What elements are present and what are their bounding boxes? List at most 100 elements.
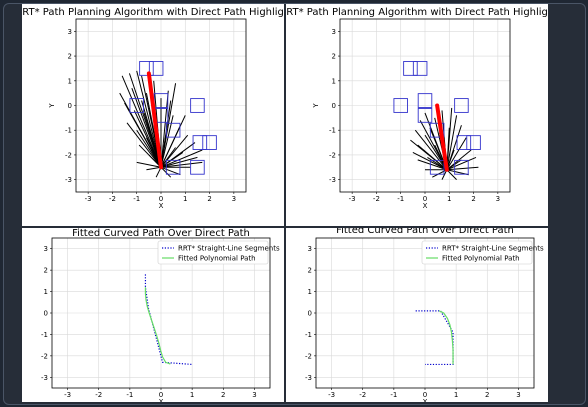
x-tick-label: -2 [109, 195, 116, 203]
x-tick-label: 0 [423, 195, 427, 203]
y-axis-label: Y [312, 103, 320, 109]
obstacle-square [393, 98, 408, 113]
tree-branch [446, 169, 457, 180]
x-tick-label: -1 [126, 391, 133, 399]
y-tick-label: 2 [68, 53, 72, 61]
y-tick-label: -3 [329, 176, 336, 184]
x-tick-label: -3 [64, 391, 71, 399]
chart-title: RRT* Path Planning Algorithm with Direct… [22, 7, 284, 18]
direct-path-line [146, 71, 163, 170]
obstacle-square [139, 61, 154, 76]
x-tick-label: 3 [496, 195, 500, 203]
obstacle-square [417, 93, 433, 108]
obstacle-square [454, 98, 469, 113]
tree-branch [446, 159, 462, 171]
rrt-plot-1: RRT* Path Planning Algorithm with Direct… [22, 7, 284, 210]
y-tick-label: -2 [41, 352, 48, 360]
x-axis-label: X [159, 202, 164, 210]
obstacle-square [466, 135, 481, 150]
x-tick-label: -3 [328, 391, 335, 399]
tree-branch [160, 115, 174, 168]
obstacle-square [190, 159, 205, 175]
tree-branch [131, 88, 162, 168]
tree-branch [160, 149, 203, 168]
y-tick-label: 3 [332, 28, 336, 36]
obstacle-square [165, 122, 181, 138]
obstacle-square [429, 159, 445, 175]
x-tick-label: 3 [252, 391, 256, 399]
x-tick-label: 3 [516, 391, 520, 399]
obstacle-square [417, 108, 433, 123]
series-line-1 [144, 287, 171, 365]
x-tick-label: 2 [221, 391, 225, 399]
x-tick-label: -3 [85, 195, 92, 203]
x-tick-label: 0 [159, 391, 163, 399]
y-axis-label: Y [48, 103, 56, 109]
x-tick-label: -2 [373, 195, 380, 203]
y-tick-label: 1 [44, 288, 48, 296]
x-tick-label: 2 [207, 195, 211, 203]
x-tick-label: -3 [349, 195, 356, 203]
y-tick-label: -1 [329, 127, 336, 135]
obstacle-square [403, 61, 418, 76]
chart-panel-fitted-1: Fitted Curved Path Over Direct Path -3 -2 -… [22, 228, 284, 402]
tree-branch [446, 115, 458, 170]
tree-branch [417, 159, 448, 171]
x-tick-label: 0 [423, 391, 427, 399]
tree-branch [160, 161, 203, 168]
y-tick-label: 0 [332, 102, 336, 110]
tree-branch [160, 152, 184, 168]
tree-branch [424, 134, 448, 171]
obstacle-square [190, 98, 205, 113]
x-tick-label: 2 [485, 391, 489, 399]
obstacle-square [456, 135, 472, 150]
y-tick-label: -2 [305, 352, 312, 360]
legend-box [421, 240, 533, 265]
y-tick-label: 0 [308, 310, 312, 318]
tree-branch [160, 147, 176, 168]
axes-frame [315, 237, 535, 389]
y-tick-label: -1 [305, 331, 312, 339]
y-tick-label: -3 [65, 176, 72, 184]
tree-branch [432, 169, 448, 178]
x-tick-label: 1 [454, 391, 458, 399]
tree-branch [412, 152, 448, 171]
tree-branch [446, 166, 479, 171]
y-tick-label: -1 [41, 331, 48, 339]
legend-label: RRT* Straight-Line Segments [442, 245, 544, 253]
legend-label: Fitted Polynomial Path [178, 255, 256, 263]
series-line-0 [144, 274, 193, 366]
chart-title: Fitted Curved Path Over Direct Path [336, 228, 514, 236]
window-frame: RRT* Path Planning Algorithm with Direct… [3, 3, 586, 405]
tree-branch [160, 156, 198, 168]
axes-frame [51, 237, 271, 389]
y-tick-label: 0 [68, 102, 72, 110]
x-axis-label: X [423, 202, 428, 210]
x-tick-label: -1 [397, 195, 404, 203]
x-axis-label: X [423, 398, 428, 402]
y-tick-label: -1 [65, 127, 72, 135]
chart-title: Fitted Curved Path Over Direct Path [72, 228, 250, 239]
chart-title: RRT* Path Planning Algorithm with Direct… [286, 7, 548, 18]
x-tick-label: -2 [359, 391, 366, 399]
x-tick-label: 1 [183, 195, 187, 203]
tree-branch [126, 122, 162, 168]
obstacle-square [412, 61, 428, 76]
obstacle-square [202, 135, 217, 150]
obstacle-square [192, 135, 208, 150]
tree-branch [417, 144, 448, 171]
tree-branch [160, 90, 169, 168]
chart-panel-rrt-1: RRT* Path Planning Algorithm with Direct… [22, 4, 284, 226]
chart-panel-fitted-2: Fitted Curved Path Over Direct Path -3 -2 -… [286, 228, 548, 402]
axes-frame [339, 18, 511, 193]
y-tick-label: -3 [305, 374, 312, 382]
tree-branch [160, 166, 172, 178]
y-tick-label: 3 [308, 245, 312, 253]
tree-branch [136, 129, 162, 168]
obstacle-square [165, 159, 181, 175]
y-tick-label: 2 [308, 267, 312, 275]
obstacle-square [129, 98, 144, 113]
tree-branch [160, 166, 181, 176]
y-tick-label: 3 [68, 28, 72, 36]
tree-branch [136, 161, 162, 168]
